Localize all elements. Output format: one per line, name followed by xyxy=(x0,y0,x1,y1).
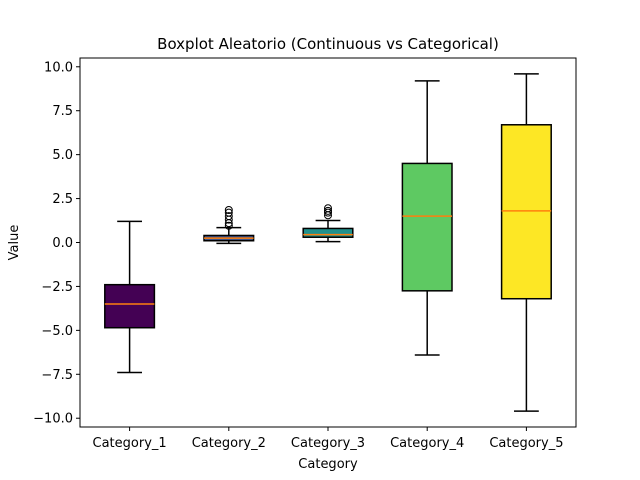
box-group xyxy=(104,220,156,374)
box-group xyxy=(302,204,354,243)
box-group xyxy=(203,205,255,245)
y-tick-label: 0.0 xyxy=(52,236,73,251)
y-tick-label: 2.5 xyxy=(52,192,73,207)
y-tick-label: −10.0 xyxy=(33,412,73,427)
chart-title: Boxplot Aleatorio (Continuous vs Categor… xyxy=(157,35,499,53)
y-tick-label: −7.5 xyxy=(41,368,73,383)
outlier-point xyxy=(324,206,332,215)
x-tick-label: Category_4 xyxy=(390,436,464,451)
x-tick-label: Category_1 xyxy=(93,436,167,451)
outlier-point xyxy=(224,205,233,214)
y-tick-label: 5.0 xyxy=(52,148,73,163)
box xyxy=(500,124,552,300)
y-tick-label: −5.0 xyxy=(41,324,73,339)
box xyxy=(104,283,156,329)
outlier-point xyxy=(224,208,233,217)
outlier-point xyxy=(324,204,332,213)
box-group xyxy=(401,80,453,356)
box xyxy=(401,162,453,292)
x-tick-label: Category_2 xyxy=(192,436,266,451)
x-axis-label: Category xyxy=(298,457,358,472)
y-axis-label: Value xyxy=(7,225,22,261)
y-tick-label: 7.5 xyxy=(52,104,73,119)
y-axis: −10.0 −7.5 −5.0 −2.5 0.0 2.5 5.0 7.5 10.0 xyxy=(33,60,80,427)
outlier-point xyxy=(224,221,233,230)
x-axis: Category_1 Category_2 Category_3 Category_4… xyxy=(93,427,563,451)
outlier-point xyxy=(224,212,233,221)
x-tick-label: Category_5 xyxy=(489,436,563,451)
x-tick-label: Category_3 xyxy=(291,436,365,451)
plot-area xyxy=(104,73,552,412)
box xyxy=(302,227,354,238)
y-tick-label: −2.5 xyxy=(41,280,73,295)
box-group xyxy=(500,73,552,412)
y-tick-label: 10.0 xyxy=(44,60,73,75)
